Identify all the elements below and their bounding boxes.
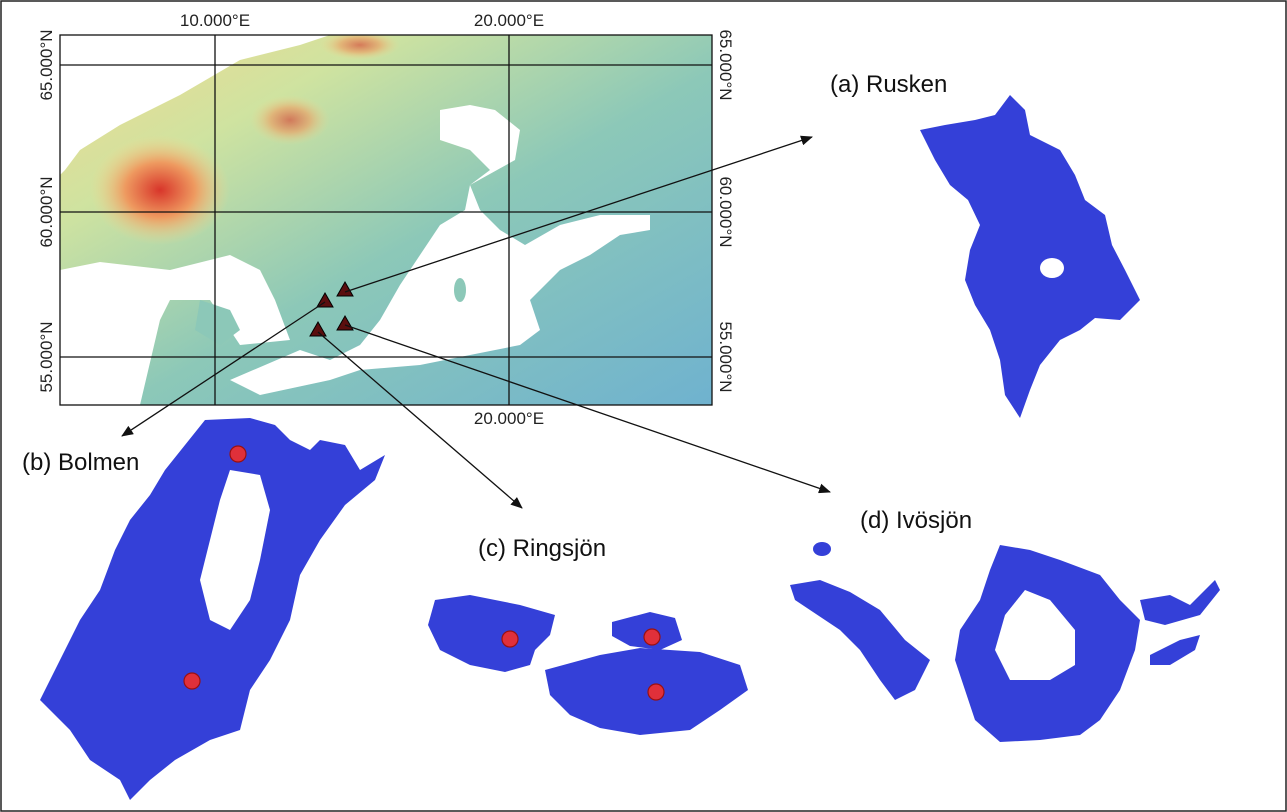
lat-label: 65.000°N	[716, 29, 735, 100]
lake-ivosjon	[1150, 635, 1200, 665]
lake-ivosjon	[790, 580, 930, 700]
lat-label: 55.000°N	[716, 321, 735, 392]
map	[60, 35, 712, 405]
lon-label: 10.000°E	[180, 11, 250, 30]
sample-site	[647, 683, 665, 701]
lake-rusken	[920, 95, 1140, 418]
lake-label: (c) Ringsjön	[478, 535, 606, 562]
lat-label: 55.000°N	[37, 321, 56, 392]
sample-site	[643, 628, 661, 646]
site-markers	[309, 280, 354, 337]
lat-label: 60.000°N	[37, 176, 56, 247]
lon-label: 20.000°E	[474, 11, 544, 30]
lat-label: 60.000°N	[716, 176, 735, 247]
arrows	[121, 135, 831, 509]
lake-label: (d) Ivösjön	[860, 507, 972, 534]
lake-ivosjon	[1140, 580, 1220, 625]
sample-site	[229, 445, 247, 463]
sample-site	[183, 672, 201, 690]
sample-site	[501, 630, 519, 648]
lon-label: 20.000°E	[474, 409, 544, 428]
lat-label: 65.000°N	[37, 29, 56, 100]
lake-ringsjon	[428, 595, 555, 672]
lake-label: (a) Rusken	[830, 71, 947, 98]
lake-ivosjon	[813, 542, 831, 556]
lake-label: (b) Bolmen	[22, 449, 139, 476]
graticule	[59, 34, 713, 406]
lake-ringsjon	[545, 648, 748, 735]
